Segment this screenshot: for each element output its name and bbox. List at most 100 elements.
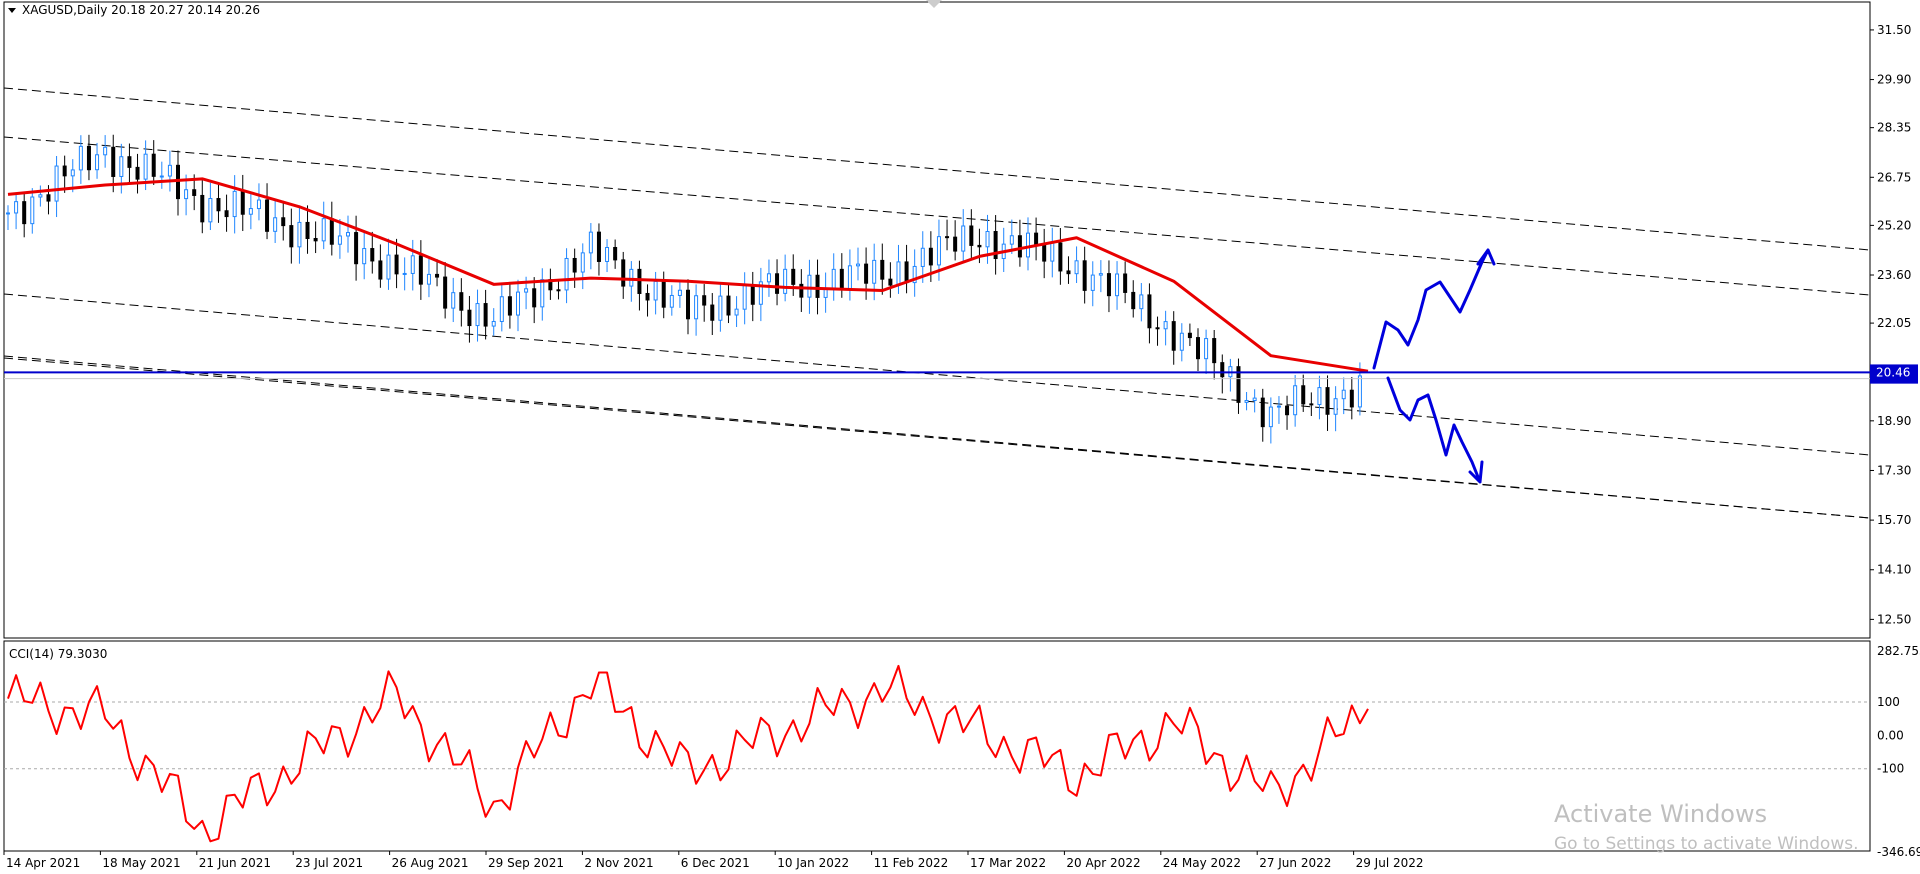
price-tick-label: 26.75 [1877,170,1911,184]
candle-body [1325,387,1330,415]
candle-body [337,235,342,245]
collapse-triangle-icon[interactable] [8,8,16,13]
candle-body [799,283,804,298]
candle-body [1341,389,1346,400]
bid-price-label-bg [1870,376,1918,384]
candle-body [1163,321,1168,330]
candle-body [167,164,172,177]
candle-body [451,292,456,309]
candle-body [920,247,925,267]
candle-body [702,295,707,306]
candle-body [1276,405,1281,408]
candle-body [888,278,893,286]
candle-body [159,175,164,178]
activate-windows-subtitle: Go to Settings to activate Windows. [1554,834,1859,854]
candle-body [1179,332,1184,351]
candle-body [1042,243,1047,262]
candle-body [1293,385,1298,416]
candle-body [491,320,496,327]
candle-body [1212,338,1217,364]
candle-body [1026,232,1030,258]
candle-body [621,259,626,287]
candle-body [969,225,974,246]
candle-body [1171,321,1176,351]
candle-body [507,296,512,316]
cci-tick-label: 282.753 [1877,644,1920,658]
candle-body [629,268,634,287]
candle-body [119,156,124,177]
candle-body [524,288,529,293]
candle-body [961,225,966,252]
candle-body [856,263,860,267]
candle-body [815,274,820,298]
candle-body [1260,397,1265,428]
candle-body [305,221,310,240]
time-tick-label: 2 Nov 2021 [584,856,653,870]
candle-body [1285,405,1290,416]
price-tick-label: 28.35 [1877,121,1911,135]
candle-body [265,199,270,232]
candle-body [22,201,27,225]
candle-body [1106,273,1111,297]
candle-body [710,304,715,321]
candle-body [904,261,909,284]
price-tick-label: 31.50 [1877,23,1911,37]
candle-body [78,145,83,171]
candle-body [354,232,359,265]
candle-body [839,268,844,290]
candle-body [661,280,666,308]
candle-body [1204,338,1209,360]
candle-body [588,231,593,254]
panel-frames [3,0,1871,852]
candle-body [1098,273,1103,276]
bullish-scenario-arrow [1372,248,1496,370]
candle-body [281,217,286,227]
time-tick-label: 29 Jul 2022 [1356,856,1424,870]
candle-body [977,244,982,248]
bearish-scenario-arrow [1386,376,1484,484]
price-tick-label: 17.30 [1877,463,1911,477]
cci-tick-label: -100 [1877,762,1904,776]
cci-panel-frame [3,640,1871,852]
candle-body [556,289,561,292]
channel-line-1 [3,87,1871,251]
candle-body [135,166,140,180]
candle-body [297,221,302,248]
candle-body [208,198,213,223]
price-tick-label: 18.90 [1877,414,1911,428]
candle-body [151,153,156,177]
candle-body [694,295,699,320]
candle-body [1244,399,1249,403]
candle-body [653,280,658,301]
channel-line-4 [3,355,1871,519]
candle-body [807,274,812,298]
candle-body [993,231,998,260]
current-price-label: 20.46 [1876,365,1910,379]
candle-body [726,295,731,316]
channel-line-2 [3,136,1871,296]
candle-body [1268,406,1273,428]
symbol-header: XAGUSD,Daily 20.18 20.27 20.14 20.26 [22,3,260,17]
cci-tick-label: -346.697 [1877,845,1920,859]
time-tick-label: 11 Feb 2022 [874,856,949,870]
cci-line [7,664,1369,843]
candle-body [30,196,35,225]
candle-body [564,257,569,291]
candle-body [572,257,577,273]
candle-body [896,261,901,286]
candle-body [1357,375,1362,408]
price-tick-label: 23.60 [1877,268,1911,282]
candle-body [313,238,318,242]
candle-body [54,165,59,202]
candle-body [596,231,601,262]
candle-body [686,289,690,320]
time-tick-label: 24 May 2022 [1163,856,1241,870]
candle-body [394,254,399,275]
scroll-marker-icon[interactable] [926,0,942,8]
candle-body [677,289,682,296]
candle-body [184,189,189,200]
price-panel-frame [3,1,1871,639]
candle-body [410,255,415,274]
time-tick-label: 23 Jul 2021 [295,856,363,870]
